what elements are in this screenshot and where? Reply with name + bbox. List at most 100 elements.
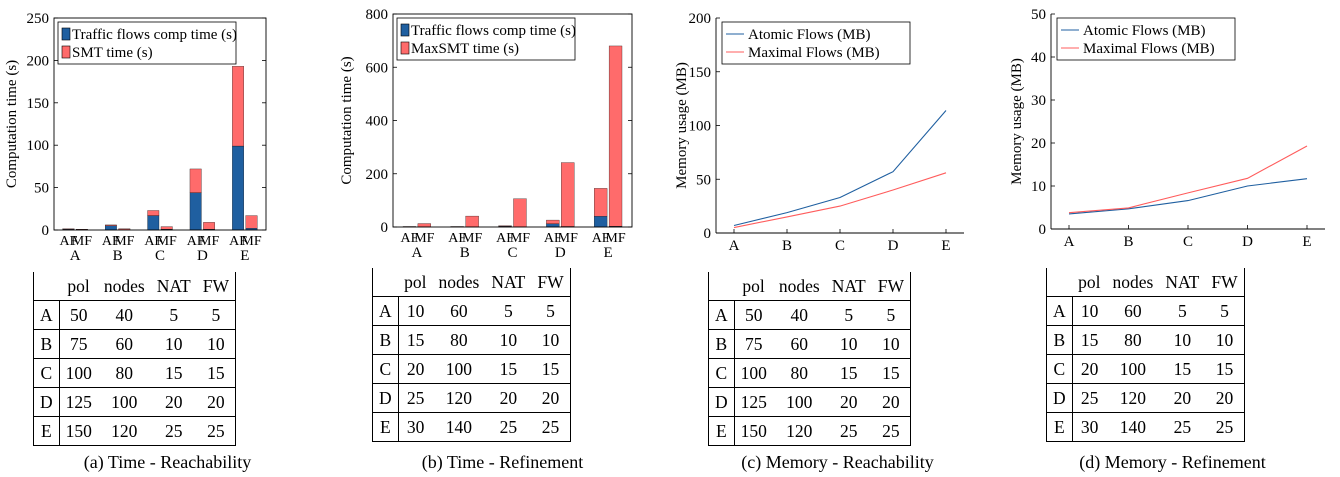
x-category-label: B: [113, 248, 123, 264]
bar: [232, 145, 244, 231]
table-cell: 140: [432, 412, 486, 442]
caption: (c) Memory - Reachability: [741, 452, 934, 472]
bar: [245, 215, 258, 229]
table-cell: 120: [97, 416, 151, 446]
legend-label: Maximal Flows (MB): [1083, 41, 1215, 57]
table-cell: 5: [1205, 296, 1245, 326]
bar: [498, 225, 512, 227]
caption: (a) Time - Reachability: [83, 452, 252, 472]
table-header-cell: [372, 268, 399, 297]
x-subcategory-label: MF: [462, 231, 482, 246]
table-cell: 25: [1205, 412, 1245, 442]
legend-label: Atomic Flows (MB): [1083, 23, 1206, 39]
table-row: A 10 60 5 5: [372, 296, 571, 326]
y-tick-label: 0: [1039, 222, 1047, 238]
y-tick-label: 800: [366, 7, 389, 23]
table-cell: 10: [531, 325, 571, 355]
table-cell: 150: [733, 416, 773, 446]
table-header-cell: [1046, 268, 1073, 297]
table-cell: D: [33, 387, 60, 417]
legend-label: SMT time (s): [72, 45, 153, 61]
table-cell: 25: [1071, 383, 1107, 413]
table-header-cell: pol: [398, 268, 433, 297]
x-category-label: E: [240, 248, 249, 264]
table-cell: 10: [1205, 325, 1245, 355]
table-header-cell: nodes: [97, 272, 151, 301]
y-tick-label: 100: [689, 119, 712, 135]
series-line: [1068, 145, 1308, 214]
table-cell: 60: [97, 329, 151, 359]
bar: [147, 210, 160, 216]
table-cell: 15: [1071, 325, 1107, 355]
table-cell: 25: [150, 416, 197, 446]
y-tick-label: 10: [1031, 179, 1046, 195]
table-cell: E: [1046, 412, 1073, 442]
table-cell: 100: [733, 358, 773, 388]
table-cell: 20: [196, 387, 236, 417]
table-cell: A: [1046, 296, 1073, 326]
panel-d: 0 10 20 30 40 50 Memory usage (MB) A B C D E Atomic …: [1005, 0, 1340, 477]
table-cell: 120: [772, 416, 826, 446]
x-subcategory-label: AF: [187, 234, 205, 249]
bar: [417, 223, 431, 227]
table-cell: B: [372, 325, 399, 355]
bar: [189, 168, 202, 193]
table-cell: 120: [432, 383, 486, 413]
table-cell: 20: [150, 387, 197, 417]
table-row: B 15 80 10 10: [372, 325, 571, 355]
table-cell: 60: [432, 296, 486, 326]
table-cell: 15: [150, 358, 197, 388]
table-cell: 5: [485, 296, 532, 326]
plot-frame: [392, 13, 633, 228]
x-tick-label: A: [1064, 234, 1075, 250]
table-header-row: pol nodes NAT FW: [1046, 268, 1245, 297]
bar: [147, 215, 160, 231]
table-header-cell: nodes: [432, 268, 486, 297]
y-axis-label: Memory usage (MB): [674, 62, 690, 189]
bar: [608, 45, 623, 227]
table-cell: 20: [531, 383, 571, 413]
y-axis-label: Computation time (s): [4, 60, 20, 188]
table-cell: E: [33, 416, 60, 446]
table-header-row: pol nodes NAT FW: [33, 272, 236, 301]
table-cell: 120: [1106, 383, 1160, 413]
table-cell: 10: [150, 329, 197, 359]
x-subcategory-label: MF: [414, 231, 434, 246]
table-cell: D: [1046, 383, 1073, 413]
caption: (d) Memory - Refinement: [1079, 452, 1266, 472]
x-category-label: E: [604, 245, 613, 261]
y-tick-label: 250: [27, 11, 50, 27]
panel-a: 0 50 100 150 200 250 Computation time (s) AF MF A…: [0, 0, 335, 477]
table-cell: 25: [825, 416, 872, 446]
x-tick-label: C: [835, 238, 845, 254]
y-tick-label: 50: [34, 181, 49, 197]
legend-swatch: [61, 27, 71, 41]
table-row: C 100 80 15 15: [33, 358, 236, 388]
table-row: C 100 80 15 15: [708, 358, 911, 388]
table-row: E 30 140 25 25: [372, 412, 571, 442]
table-cell: 80: [772, 358, 826, 388]
table-row: D 25 120 20 20: [372, 383, 571, 413]
table-header-cell: nodes: [772, 272, 826, 301]
table-cell: 100: [432, 354, 486, 384]
table-header-cell: [33, 272, 60, 301]
bar: [203, 222, 215, 230]
table-cell: 15: [871, 358, 911, 388]
x-category-label: D: [197, 248, 208, 264]
bar: [118, 228, 131, 230]
table-cell: 10: [825, 329, 872, 359]
series-line: [1068, 178, 1308, 215]
table-cell: 125: [733, 387, 773, 417]
table-cell: E: [708, 416, 735, 446]
table-header-cell: NAT: [825, 272, 872, 301]
x-subcategory-label: MF: [72, 234, 92, 249]
table-header-cell: NAT: [485, 268, 532, 297]
table-cell: 30: [1071, 412, 1107, 442]
table-cell: 50: [58, 300, 98, 330]
y-tick-label: 0: [42, 223, 50, 239]
config-table: pol nodes NAT FW A 50 40 5 5 B 75 60 10 10 C 100 80 15 15 D…: [33, 272, 236, 446]
legend-swatch: [61, 45, 71, 59]
legend-swatch: [400, 23, 410, 37]
x-subcategory-label: AF: [102, 234, 120, 249]
